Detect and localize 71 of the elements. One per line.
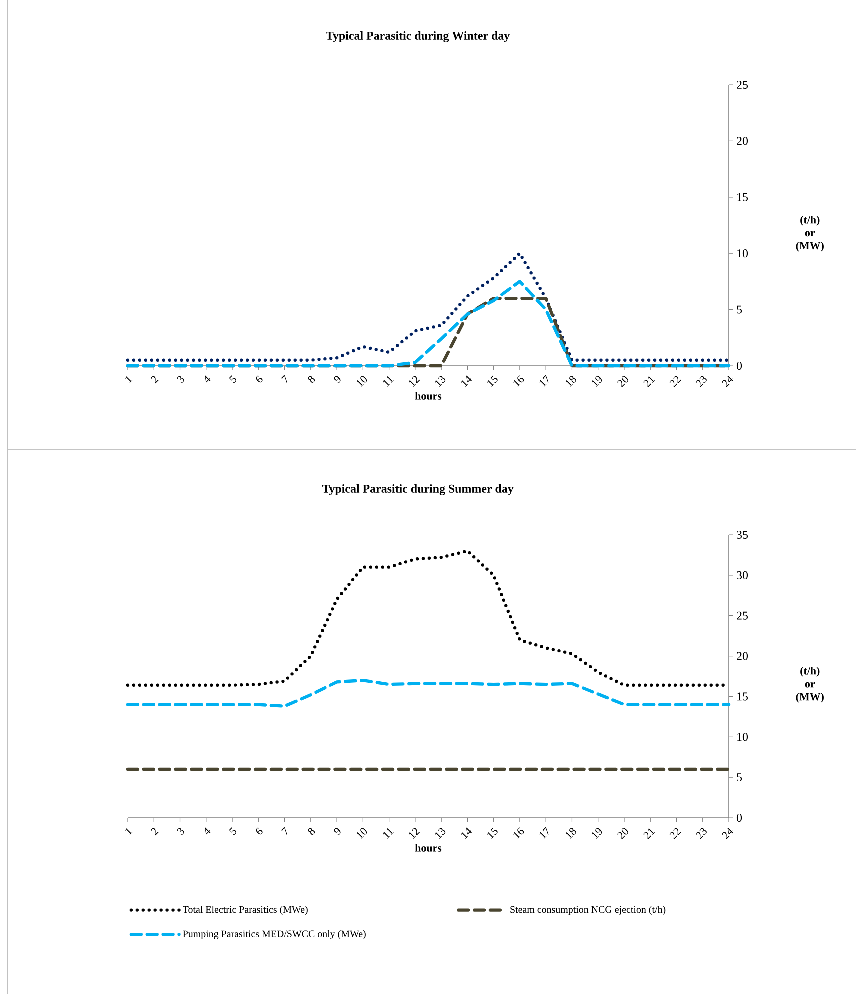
x-tick-label: 8 bbox=[308, 376, 316, 383]
chart-title: Typical Parasitic during Winter day bbox=[326, 32, 510, 42]
x-tick-label: 1 bbox=[126, 828, 133, 836]
x-axis-title: hours bbox=[415, 392, 442, 400]
x-tick-label: 13 bbox=[435, 376, 446, 388]
x-tick-label: 4 bbox=[205, 376, 211, 383]
x-tick-label: 17 bbox=[540, 827, 549, 840]
x-tick-label: 5 bbox=[229, 828, 236, 836]
x-tick-label: 11 bbox=[383, 828, 394, 839]
y-tick-label: 0 bbox=[736, 814, 742, 822]
x-tick-label: 9 bbox=[334, 828, 341, 836]
x-tick-label: 2 bbox=[150, 376, 159, 384]
y-axis-title: (t/h) or (MW) bbox=[796, 216, 824, 252]
x-tick-label: 3 bbox=[177, 828, 184, 836]
x-tick-label: 1 bbox=[126, 376, 133, 384]
y-tick-label: 15 bbox=[738, 692, 748, 701]
y-tick-label: 5 bbox=[737, 774, 742, 782]
y-tick-label: 25 bbox=[737, 612, 748, 620]
x-tick-label: 7 bbox=[281, 375, 288, 384]
x-tick-label: 3 bbox=[177, 376, 184, 384]
y-tick-label: 35 bbox=[737, 530, 748, 540]
x-tick-label: 10 bbox=[357, 376, 368, 388]
x-tick-label: 16 bbox=[514, 828, 524, 840]
x-tick-label: 6 bbox=[256, 828, 263, 835]
x-tick-label: 10 bbox=[357, 828, 368, 840]
y-tick-label: 20 bbox=[737, 652, 748, 660]
x-axis-title: hours bbox=[415, 844, 442, 852]
x-tick-label: 24 bbox=[722, 828, 734, 840]
x-tick-label: 21 bbox=[644, 376, 656, 388]
x-tick-label: 6 bbox=[256, 376, 263, 383]
legend-label: Pumping Parasitics MED/SWCC only (MWe) bbox=[183, 930, 366, 940]
x-tick-label: 5 bbox=[229, 376, 236, 384]
y-tick-label: 20 bbox=[737, 137, 748, 146]
x-tick-label: 13 bbox=[435, 828, 446, 840]
x-tick-label: 14 bbox=[461, 376, 472, 388]
legend-label: Steam consumption NCG ejection (t/h) bbox=[510, 906, 666, 916]
x-tick-label: 12 bbox=[409, 828, 420, 840]
y-tick-label: 15 bbox=[738, 193, 748, 202]
x-tick-label: 9 bbox=[334, 376, 341, 384]
x-tick-label: 19 bbox=[592, 828, 602, 840]
y-axis-title: (t/h) or (MW) bbox=[796, 667, 824, 703]
x-tick-label: 20 bbox=[617, 828, 628, 840]
x-tick-label: 12 bbox=[409, 376, 420, 388]
x-tick-label: 20 bbox=[617, 376, 628, 388]
x-tick-label: 19 bbox=[592, 376, 602, 388]
x-tick-label: 8 bbox=[308, 828, 316, 836]
x-tick-label: 23 bbox=[696, 376, 707, 388]
x-tick-label: 21 bbox=[644, 828, 656, 840]
x-tick-label: 2 bbox=[150, 828, 159, 836]
y-tick-label: 25 bbox=[737, 80, 748, 89]
x-tick-label: 4 bbox=[205, 828, 211, 835]
chart-title: Typical Parasitic during Summer day bbox=[322, 484, 514, 496]
y-tick-label: 0 bbox=[736, 362, 742, 370]
x-tick-label: 16 bbox=[514, 376, 524, 388]
y-tick-label: 10 bbox=[738, 733, 748, 742]
x-tick-label: 17 bbox=[540, 375, 549, 388]
x-tick-label: 7 bbox=[281, 827, 288, 836]
x-tick-label: 18 bbox=[566, 376, 576, 388]
x-tick-label: 23 bbox=[696, 828, 707, 840]
x-tick-label: 24 bbox=[722, 376, 734, 388]
x-tick-label: 22 bbox=[670, 376, 682, 388]
legend-label: Total Electric Parasitics (MWe) bbox=[183, 906, 308, 916]
y-tick-label: 10 bbox=[738, 250, 748, 258]
x-tick-label: 18 bbox=[566, 828, 576, 840]
x-tick-label: 11 bbox=[383, 376, 394, 387]
x-tick-label: 15 bbox=[488, 376, 498, 388]
y-tick-label: 30 bbox=[737, 571, 748, 580]
x-tick-label: 15 bbox=[488, 828, 498, 840]
x-tick-label: 14 bbox=[461, 828, 472, 840]
y-tick-label: 5 bbox=[737, 306, 742, 314]
x-tick-label: 22 bbox=[670, 828, 682, 840]
